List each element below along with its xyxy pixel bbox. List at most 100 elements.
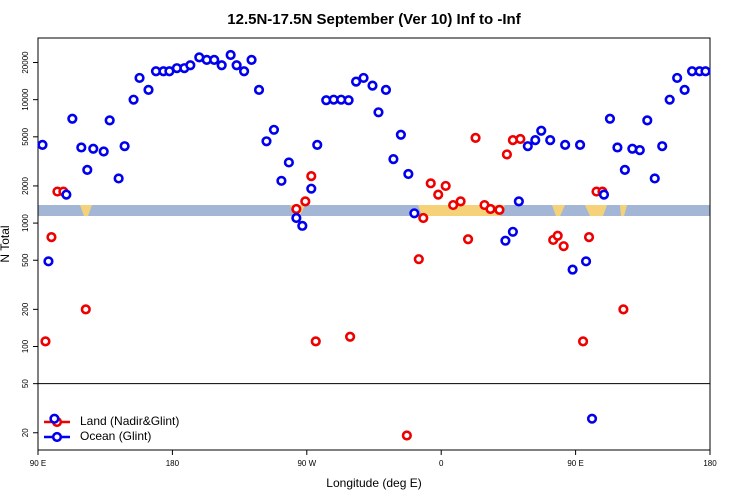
point <box>552 230 563 241</box>
point <box>413 254 424 265</box>
point <box>462 234 474 245</box>
point <box>679 84 690 95</box>
point <box>82 164 93 175</box>
point <box>672 72 683 84</box>
x-tick-label: 90 E <box>30 459 46 468</box>
point <box>261 136 272 147</box>
point <box>76 142 87 153</box>
y-tick-label: 10000 <box>21 88 30 111</box>
point <box>604 113 616 124</box>
point <box>37 139 48 151</box>
land-strip <box>552 205 565 216</box>
legend-marker <box>51 431 63 443</box>
point <box>425 178 436 189</box>
point <box>297 220 308 231</box>
legend: Land (Nadir&Glint)Ocean (Glint) <box>44 414 179 443</box>
x-tick-label: 180 <box>703 459 717 468</box>
point <box>143 84 154 95</box>
point <box>61 189 72 200</box>
point <box>612 142 623 153</box>
point <box>657 141 668 152</box>
point <box>619 164 630 175</box>
point <box>598 189 610 200</box>
point <box>128 94 139 105</box>
y-tick-label: 50 <box>21 379 30 388</box>
point <box>343 95 354 106</box>
point <box>98 146 109 157</box>
x-tick-label: 90 W <box>297 459 316 468</box>
land-strip <box>620 205 627 216</box>
point <box>433 189 444 200</box>
legend-label: Land (Nadir&Glint) <box>80 414 179 428</box>
point <box>618 304 629 315</box>
legend-label: Ocean (Glint) <box>80 429 151 443</box>
point <box>300 196 311 207</box>
point <box>134 72 145 84</box>
land-strip <box>80 205 92 216</box>
y-tick-label: 2000 <box>21 176 30 194</box>
point <box>310 336 321 347</box>
land-strip <box>585 205 607 216</box>
point <box>225 49 236 61</box>
point <box>403 168 414 180</box>
point <box>88 143 99 154</box>
point <box>515 133 526 145</box>
point <box>380 84 392 95</box>
point <box>545 135 556 146</box>
point <box>649 173 660 184</box>
x-axis-label: Longitude (deg E) <box>326 476 421 490</box>
point <box>513 196 524 207</box>
y-tick-label: 20 <box>21 428 30 437</box>
point <box>358 72 369 84</box>
point <box>536 125 547 136</box>
point <box>494 204 505 215</box>
point <box>440 180 451 192</box>
point <box>530 135 541 146</box>
point <box>583 231 595 243</box>
point <box>306 183 317 194</box>
point <box>455 196 466 207</box>
point <box>401 430 412 441</box>
y-axis-label: N Total <box>0 225 12 262</box>
point <box>216 60 227 71</box>
point <box>470 132 481 144</box>
point <box>507 226 518 237</box>
y-tick-label: 5000 <box>21 127 30 145</box>
point <box>119 141 130 152</box>
point <box>276 175 287 186</box>
y-tick-label: 500 <box>21 253 30 267</box>
point <box>580 256 592 267</box>
point <box>574 139 586 151</box>
point <box>345 331 356 342</box>
point <box>283 157 294 168</box>
x-tick-label: 90 E <box>567 459 583 468</box>
point <box>291 212 302 224</box>
y-tick-label: 100 <box>21 339 30 353</box>
point <box>231 60 242 71</box>
point <box>388 153 399 165</box>
point <box>485 203 496 215</box>
point <box>80 304 91 315</box>
point <box>448 199 459 211</box>
point <box>501 149 513 160</box>
x-tick-label: 180 <box>166 459 180 468</box>
point <box>67 113 78 124</box>
point <box>395 129 406 140</box>
y-tick-label: 200 <box>21 302 30 316</box>
point <box>373 107 384 118</box>
point <box>642 115 653 126</box>
point <box>104 115 115 126</box>
point <box>418 212 429 224</box>
point <box>567 264 578 275</box>
point <box>253 84 265 95</box>
point <box>586 413 598 424</box>
point <box>522 141 533 152</box>
point <box>500 235 511 246</box>
point <box>664 94 675 105</box>
point <box>306 171 317 182</box>
point <box>113 173 124 184</box>
point <box>577 336 589 347</box>
point <box>634 145 645 156</box>
point <box>291 203 302 215</box>
